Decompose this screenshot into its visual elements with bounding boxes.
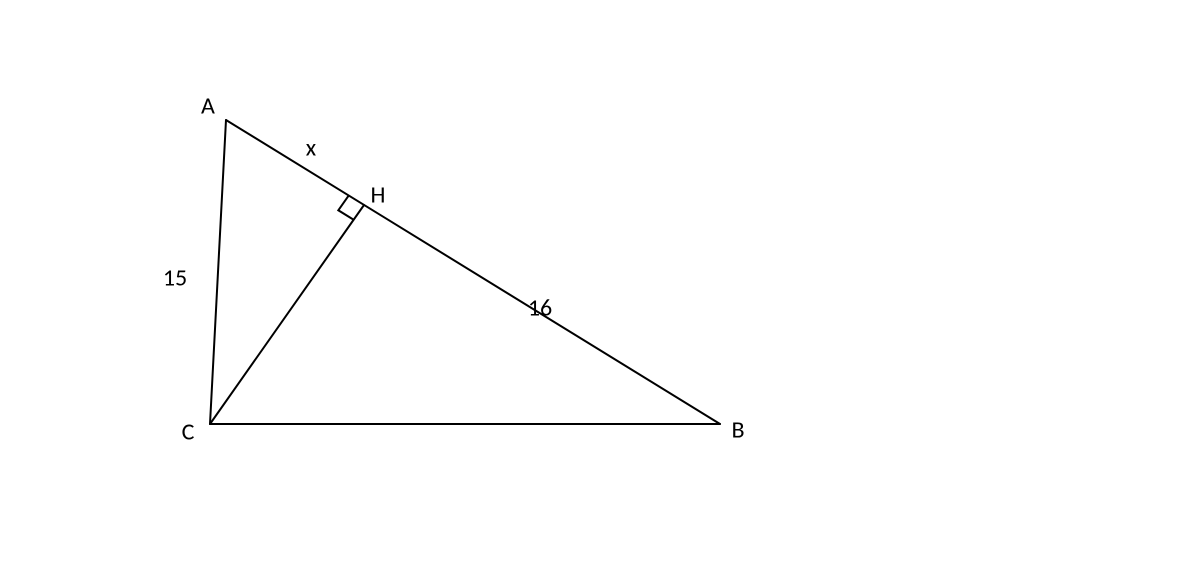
vertex-label-H: H [371,181,386,210]
edge-label-AH: x [306,134,317,163]
edge-label-HB: 16 [528,294,552,323]
vertex-label-C: C [182,418,195,447]
edge-CA [210,120,226,424]
vertex-label-A: A [201,92,215,121]
right-angle-marker [338,196,353,220]
edge-CH [210,205,364,424]
edge-AB [226,120,720,424]
edge-label-AC: 15 [163,264,187,293]
vertex-label-B: B [731,416,744,445]
